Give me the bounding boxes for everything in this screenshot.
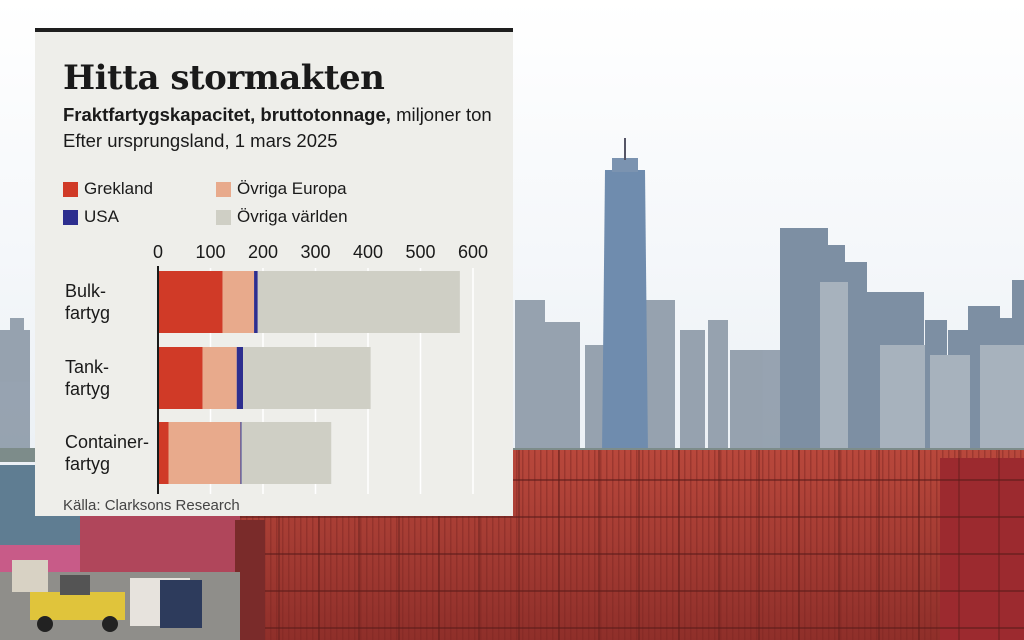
bar-segment-övriga-europa [168,422,241,484]
x-tick-label: 600 [458,242,488,262]
legend-swatch-grekland [63,181,78,197]
bar-segment-övriga-världen [241,422,332,484]
bar-segment-övriga-världen [243,347,371,409]
x-tick-label: 200 [248,242,278,262]
legend-label: Grekland [84,179,153,198]
legend-label: Övriga Europa [237,179,347,198]
legend-item-ovriga-varlden: Övriga världen [216,207,348,227]
legend-swatch-ovriga-europa [216,181,231,197]
category-label: Container- [65,432,149,452]
category-label: Tank- [65,357,109,377]
bar-segment-övriga-europa [202,347,237,409]
legend-label: USA [84,207,119,226]
bar-segment-usa [254,271,258,333]
x-tick-label: 400 [353,242,383,262]
legend-item-grekland: Grekland [63,179,153,199]
subtitle-bold: Fraktfartygskapacitet, bruttotonnage, [63,104,391,125]
x-tick-label: 100 [195,242,225,262]
chart-subtitle: Fraktfartygskapacitet, bruttotonnage, mi… [63,104,492,126]
legend-item-ovriga-europa: Övriga Europa [216,179,347,199]
category-label: fartyg [65,454,110,474]
category-label: fartyg [65,303,110,323]
bar-segment-grekland [158,347,203,409]
bar-segment-grekland [158,271,223,333]
bar-segment-övriga-europa [222,271,255,333]
chart-title: Hitta stormakten [63,58,385,98]
bar-segment-övriga-världen [257,271,460,333]
legend-swatch-usa [63,209,78,225]
legend-swatch-ovriga-varlden [216,209,231,225]
x-tick-label: 300 [300,242,330,262]
bar-segment-usa [236,347,244,409]
x-tick-label: 500 [405,242,435,262]
bar-segment-grekland [158,422,169,484]
x-tick-label: 0 [153,242,163,262]
category-label: Bulk- [65,281,106,301]
category-label: fartyg [65,379,110,399]
chart-card: Hitta stormakten Fraktfartygskapacitet, … [35,28,513,516]
legend-item-usa: USA [63,207,119,227]
legend-label: Övriga världen [237,207,348,226]
bar-chart: 0 100 200 300 400 500 600Bulk-fartygTank-farty… [65,242,488,494]
bar-segment-usa [240,422,242,484]
source-note: Källa: Clarksons Research [63,497,240,514]
chart-subtitle-2: Efter ursprungsland, 1 mars 2025 [63,130,338,151]
subtitle-unit: miljoner ton [396,104,492,125]
